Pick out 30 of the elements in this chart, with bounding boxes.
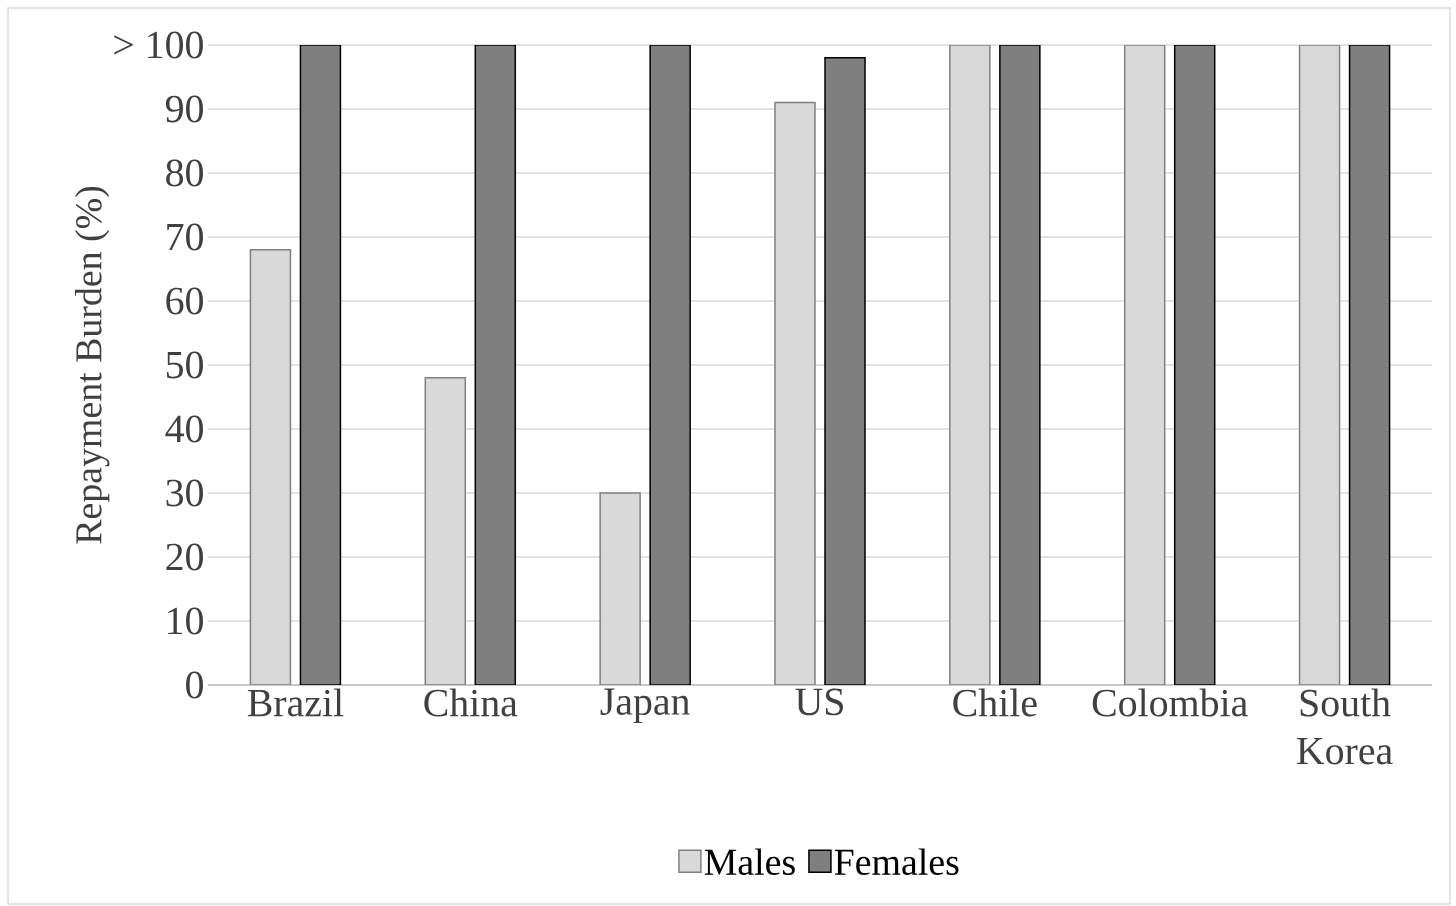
- x-tick-label: Brazil: [247, 688, 344, 717]
- y-tick-label: 70: [167, 223, 203, 251]
- x-tick-label: Chile: [953, 688, 1037, 717]
- bar: [599, 492, 641, 685]
- y-axis-title: Repayment Burden (%): [74, 186, 110, 544]
- y-tick-label: 30: [166, 479, 203, 507]
- bar: [1173, 44, 1216, 685]
- bar: [649, 44, 691, 685]
- x-tick-label: China: [424, 688, 518, 717]
- bar: [1348, 44, 1391, 685]
- bar: [299, 44, 342, 685]
- x-tick-label: South Korea: [1297, 688, 1393, 765]
- legend-label: Males: [704, 848, 795, 876]
- y-tick-label: 60: [166, 287, 203, 315]
- x-tick-label: Colombia: [1092, 688, 1248, 717]
- y-tick-label: 20: [166, 543, 203, 571]
- bar: [999, 44, 1041, 685]
- y-tick-label: 80: [166, 159, 203, 187]
- bar: [774, 101, 816, 685]
- bar: [824, 57, 866, 685]
- x-tick-label: US: [795, 688, 843, 716]
- bar: [474, 44, 517, 685]
- y-tick-label: 50: [166, 351, 203, 379]
- x-tick-label: Japan: [600, 688, 690, 724]
- y-tick-label: 90: [165, 95, 203, 123]
- y-tick-label: 40: [165, 415, 203, 443]
- y-tick-label: 10: [168, 607, 203, 635]
- legend-label: Females: [834, 848, 959, 876]
- y-tick-label: 0: [186, 671, 203, 699]
- y-tick-label: > 100: [114, 31, 203, 59]
